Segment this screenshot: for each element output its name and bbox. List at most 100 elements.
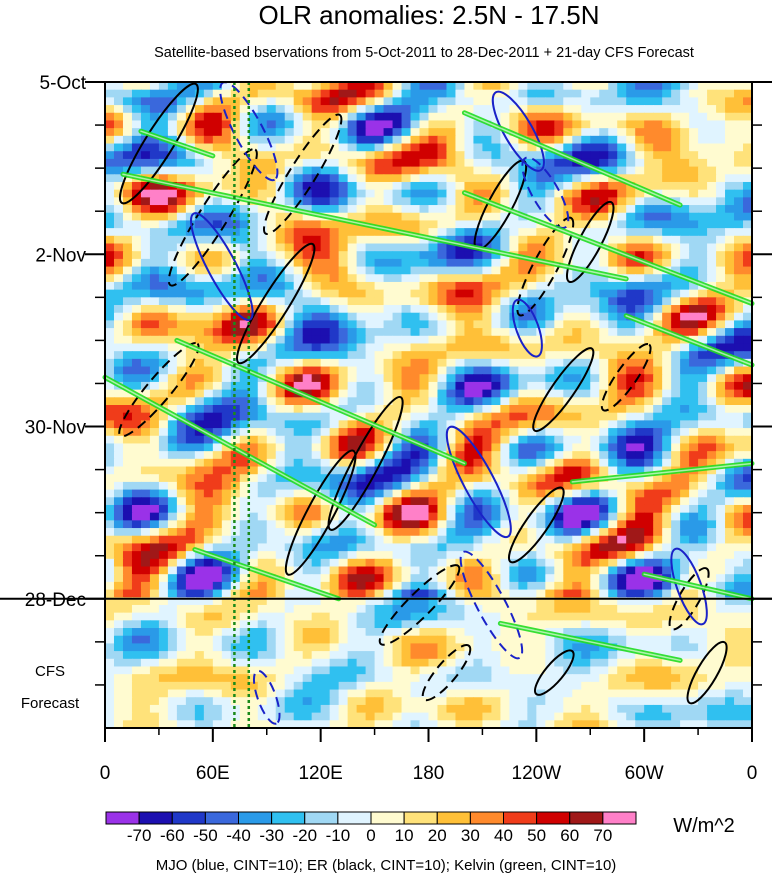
field-cell	[266, 228, 277, 237]
field-cell	[212, 212, 223, 222]
field-cell	[329, 120, 340, 129]
field-cell	[599, 251, 609, 260]
field-cell	[464, 305, 475, 314]
field-cell	[293, 397, 304, 406]
field-cell	[419, 474, 430, 483]
field-cell	[500, 189, 510, 198]
field-cell	[680, 143, 690, 152]
field-cell	[446, 597, 457, 606]
field-cell	[725, 312, 735, 322]
field-cell	[590, 205, 600, 214]
field-cell	[374, 158, 385, 168]
field-cell	[302, 405, 313, 414]
field-cell	[374, 305, 385, 314]
field-cell	[140, 243, 151, 252]
field-cell	[194, 143, 205, 152]
field-cell	[410, 97, 421, 106]
field-cell	[221, 543, 232, 552]
field-cell	[329, 397, 340, 406]
field-cell	[518, 343, 528, 352]
field-cell	[608, 281, 618, 291]
field-cell	[419, 228, 430, 237]
field-cell	[248, 451, 259, 460]
field-cell	[536, 212, 546, 222]
field-cell	[599, 405, 609, 414]
field-cell	[707, 151, 717, 160]
field-cell	[329, 489, 340, 498]
field-cell	[122, 374, 133, 383]
field-cell	[311, 274, 322, 283]
field-cell	[743, 551, 753, 560]
field-cell	[581, 443, 591, 452]
field-cell	[734, 305, 744, 314]
field-cell	[689, 597, 699, 606]
field-cell	[491, 205, 501, 214]
field-cell	[257, 351, 268, 360]
field-cell	[320, 335, 331, 345]
field-cell	[356, 504, 367, 514]
field-cell	[428, 558, 439, 568]
field-cell	[221, 566, 232, 575]
field-cell	[446, 181, 457, 191]
field-cell	[149, 604, 160, 614]
field-cell	[518, 374, 528, 383]
field-cell	[608, 389, 618, 398]
field-cell	[320, 220, 331, 229]
field-cell	[473, 358, 484, 368]
field-cell	[518, 97, 528, 106]
field-cell	[491, 297, 501, 306]
field-cell	[608, 158, 618, 168]
field-cell	[122, 405, 133, 414]
field-cell	[194, 581, 205, 591]
field-cell	[707, 551, 717, 560]
field-cell	[105, 251, 115, 260]
field-cell	[599, 305, 609, 314]
field-cell	[707, 358, 717, 368]
field-cell	[734, 558, 744, 568]
field-cell	[105, 612, 115, 621]
field-cell	[401, 381, 412, 391]
field-cell	[491, 289, 501, 298]
field-cell	[185, 389, 196, 398]
field-cell	[608, 366, 618, 375]
field-cell	[374, 481, 385, 491]
field-cell	[491, 105, 501, 114]
field-cell	[275, 312, 286, 322]
field-cell	[248, 443, 259, 452]
field-cell	[689, 235, 699, 245]
field-cell	[437, 335, 448, 345]
field-cell	[671, 474, 681, 483]
field-cell	[176, 489, 187, 498]
field-cell	[212, 589, 223, 598]
field-cell	[383, 435, 394, 445]
field-cell	[527, 381, 537, 391]
field-cell	[545, 374, 555, 383]
field-cell	[491, 412, 501, 421]
field-cell	[320, 405, 331, 414]
field-cell	[725, 520, 735, 529]
field-cell	[491, 420, 501, 429]
field-cell	[194, 420, 205, 429]
field-cell	[473, 158, 484, 168]
field-cell	[572, 166, 582, 175]
field-cell	[590, 543, 600, 552]
field-cell	[680, 128, 690, 137]
field-cell	[527, 497, 537, 506]
field-cell	[105, 289, 115, 298]
field-cell	[509, 481, 519, 491]
field-cell	[671, 420, 681, 429]
field-cell	[437, 89, 448, 98]
field-cell	[455, 112, 466, 122]
field-cell	[185, 528, 196, 537]
field-cell	[212, 604, 223, 614]
field-cell	[725, 535, 735, 545]
field-cell	[599, 82, 609, 91]
field-cell	[266, 305, 277, 314]
field-cell	[410, 543, 421, 552]
field-cell	[626, 358, 636, 368]
field-cell	[149, 497, 160, 506]
field-cell	[698, 235, 708, 245]
field-cell	[698, 512, 708, 521]
field-cell	[113, 581, 124, 591]
field-cell	[176, 205, 187, 214]
